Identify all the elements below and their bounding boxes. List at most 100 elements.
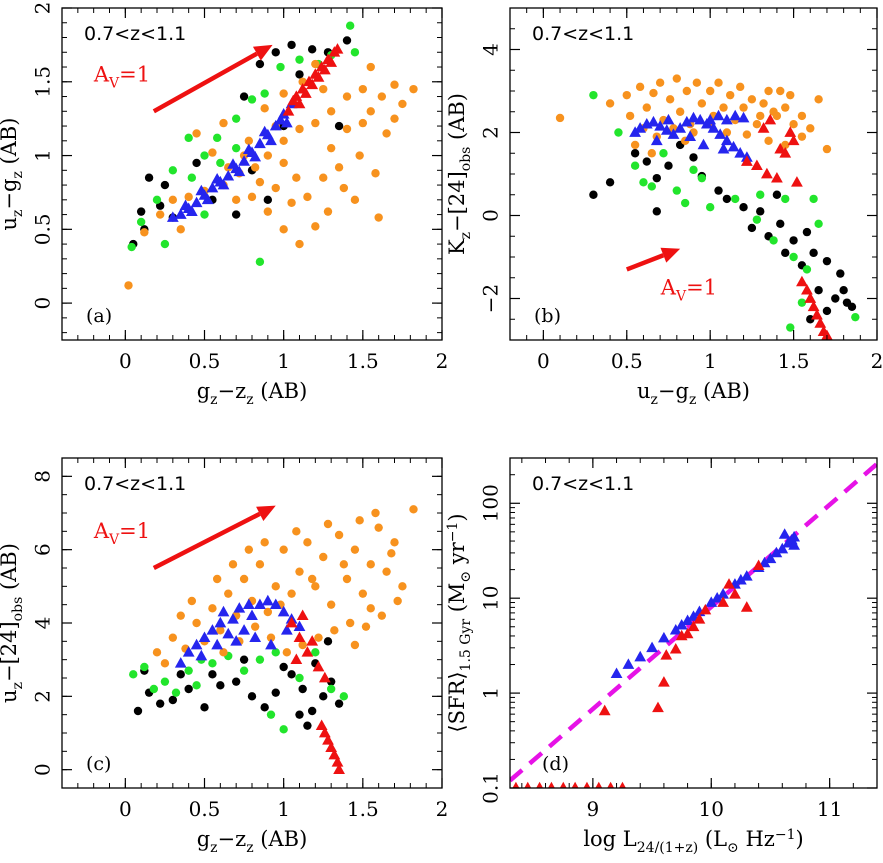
- data-point: [192, 158, 201, 168]
- data-point: [814, 219, 823, 228]
- data-point: [822, 306, 832, 316]
- data-point: [254, 598, 266, 610]
- data-point: [664, 161, 673, 170]
- y-tick-label: 2: [479, 126, 503, 139]
- data-point: [319, 552, 328, 562]
- data-point: [350, 640, 360, 650]
- data-point: [694, 113, 707, 125]
- data-point: [303, 538, 312, 547]
- data-point: [714, 78, 723, 87]
- data-point: [133, 706, 143, 716]
- data-point: [727, 140, 740, 152]
- data-point: [285, 616, 298, 628]
- data-point: [211, 172, 224, 184]
- data-point: [740, 155, 753, 166]
- data-point: [752, 559, 765, 571]
- data-point: [325, 56, 338, 67]
- data-point: [208, 659, 217, 668]
- data-point: [737, 111, 750, 123]
- data-point: [409, 84, 418, 94]
- data-point: [249, 631, 262, 643]
- x-tick-label: 0: [119, 797, 132, 821]
- data-point: [326, 107, 336, 116]
- data-point: [238, 155, 250, 166]
- data-point: [377, 92, 387, 101]
- data-point: [208, 670, 217, 679]
- data-point: [265, 134, 277, 146]
- panel-b: AV=1 0 0.5 1 1.5 2 −2 0 2 4 0.7<z<1.1 (b) uz−gz (AB)…: [445, 7, 883, 408]
- data-point: [239, 666, 249, 675]
- y-axis-label: ⟨SFR⟩1.5 Gyr (M⊙ yr−1): [445, 513, 474, 732]
- data-point: [726, 90, 735, 100]
- data-point: [319, 173, 328, 182]
- data-point: [371, 508, 380, 518]
- data-point: [212, 574, 222, 584]
- data-point: [711, 591, 724, 603]
- data-point: [323, 207, 333, 216]
- av-label: AV=1: [93, 519, 150, 548]
- data-point: [536, 781, 544, 788]
- data-point: [778, 528, 791, 539]
- data-point: [658, 631, 670, 643]
- series-orange: [124, 59, 418, 290]
- data-point: [171, 688, 181, 697]
- data-point: [127, 242, 136, 252]
- data-point: [260, 104, 269, 113]
- data-point: [298, 684, 307, 694]
- data-point: [319, 84, 328, 94]
- x-tick-label: 1: [277, 797, 290, 821]
- y-tick-label: 1: [31, 149, 55, 162]
- data-point: [339, 560, 349, 569]
- redshift-label: 0.7<z<1.1: [532, 473, 634, 495]
- data-point: [136, 207, 146, 216]
- data-point: [772, 190, 782, 199]
- data-point: [342, 92, 352, 101]
- data-point: [174, 657, 187, 668]
- data-point: [658, 676, 670, 687]
- data-point: [692, 78, 702, 87]
- data-point: [717, 142, 730, 154]
- y-tick-label: 8: [31, 470, 55, 483]
- data-point: [293, 97, 306, 109]
- data-point: [200, 210, 209, 219]
- data-point: [331, 43, 344, 54]
- series-red_triangles: [282, 43, 344, 116]
- data-point: [821, 329, 833, 340]
- data-point: [409, 505, 418, 514]
- data-point: [295, 673, 304, 683]
- data-point: [228, 560, 238, 569]
- data-point: [739, 103, 748, 112]
- data-point: [374, 523, 383, 532]
- y-tick-label: 100: [479, 484, 503, 522]
- data-point: [652, 173, 661, 183]
- y-tick-label: 0: [31, 297, 55, 310]
- data-point: [667, 128, 680, 139]
- data-point: [326, 600, 336, 609]
- data-point: [296, 609, 309, 621]
- data-point: [583, 781, 591, 788]
- data-point: [776, 86, 785, 96]
- data-point: [247, 192, 257, 202]
- data-point: [689, 153, 698, 162]
- series-red_triangles: [285, 609, 345, 775]
- data-point: [797, 132, 807, 141]
- data-point: [345, 21, 355, 30]
- data-point: [390, 538, 399, 547]
- data-point: [195, 184, 208, 196]
- y-tick-label: 10: [479, 585, 503, 610]
- data-point: [260, 538, 269, 547]
- data-point: [271, 648, 280, 657]
- panel-a: AV=1 0 0.5 1 1.5 2 0 0.5 1 1.5 2 0.7<z<1.1 (a) gz−zz …: [0, 2, 448, 408]
- data-point: [647, 149, 656, 158]
- data-point: [806, 124, 815, 133]
- data-point: [255, 177, 265, 187]
- data-point: [770, 546, 783, 558]
- data-point: [797, 111, 807, 121]
- data-point: [776, 219, 785, 228]
- data-point: [216, 626, 225, 635]
- data-point: [719, 103, 728, 112]
- data-point: [263, 207, 273, 216]
- data-point: [742, 130, 752, 139]
- data-point: [295, 124, 304, 134]
